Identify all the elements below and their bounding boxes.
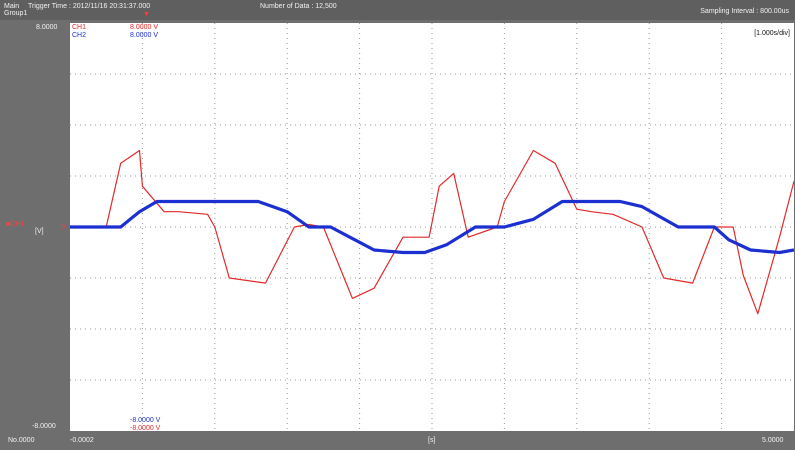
main-label: Main	[4, 3, 20, 10]
trigger-time: Trigger Time : 2012/11/16 20:31:37.000	[28, 3, 151, 10]
ch1-bottom-value: -8.0000 V	[130, 425, 161, 431]
x-left-label: -0.0002	[70, 437, 94, 444]
ch2-name-label: CH2	[72, 32, 86, 39]
number-of-data: Number of Data : 12,500	[260, 3, 337, 10]
sampling-interval: Sampling Interval : 800.00us	[700, 8, 789, 15]
x-unit-label: [s]	[428, 437, 436, 444]
x-index-label: No.0000	[8, 437, 35, 444]
series-line-ch2	[70, 199, 794, 255]
trigger-marker-icon: ▼	[143, 11, 150, 18]
x-right-label: 5.0000	[762, 437, 784, 444]
ch2-bottom-value: -8.0000 V	[130, 417, 161, 424]
ch1-left-label[interactable]: ■CH1	[6, 221, 24, 228]
left-unit-label: [V]	[35, 228, 44, 235]
group-label: Group1	[4, 10, 28, 17]
y-top-label: 8.0000	[36, 24, 58, 31]
ch1-left-text: CH1	[10, 221, 25, 228]
zero-marker: 0	[61, 224, 65, 231]
ch1-top-value: 8.0000 V	[130, 24, 158, 31]
header-bar: Main Group1 Trigger Time : 2012/11/16 20…	[0, 0, 795, 20]
ch1-name-label: CH1	[72, 24, 86, 31]
ch1-marker-icon: ■	[6, 221, 11, 228]
series-line-ch1	[70, 149, 794, 315]
plot-area[interactable]: CH1 CH2 8.0000 V 8.0000 V -8.0000 V -8.0000 V…	[70, 23, 794, 431]
time-div-label: [1.000s/div]	[754, 30, 790, 37]
ch2-top-value: 8.0000 V	[130, 32, 158, 39]
y-bottom-label: -8.0000	[32, 423, 56, 430]
